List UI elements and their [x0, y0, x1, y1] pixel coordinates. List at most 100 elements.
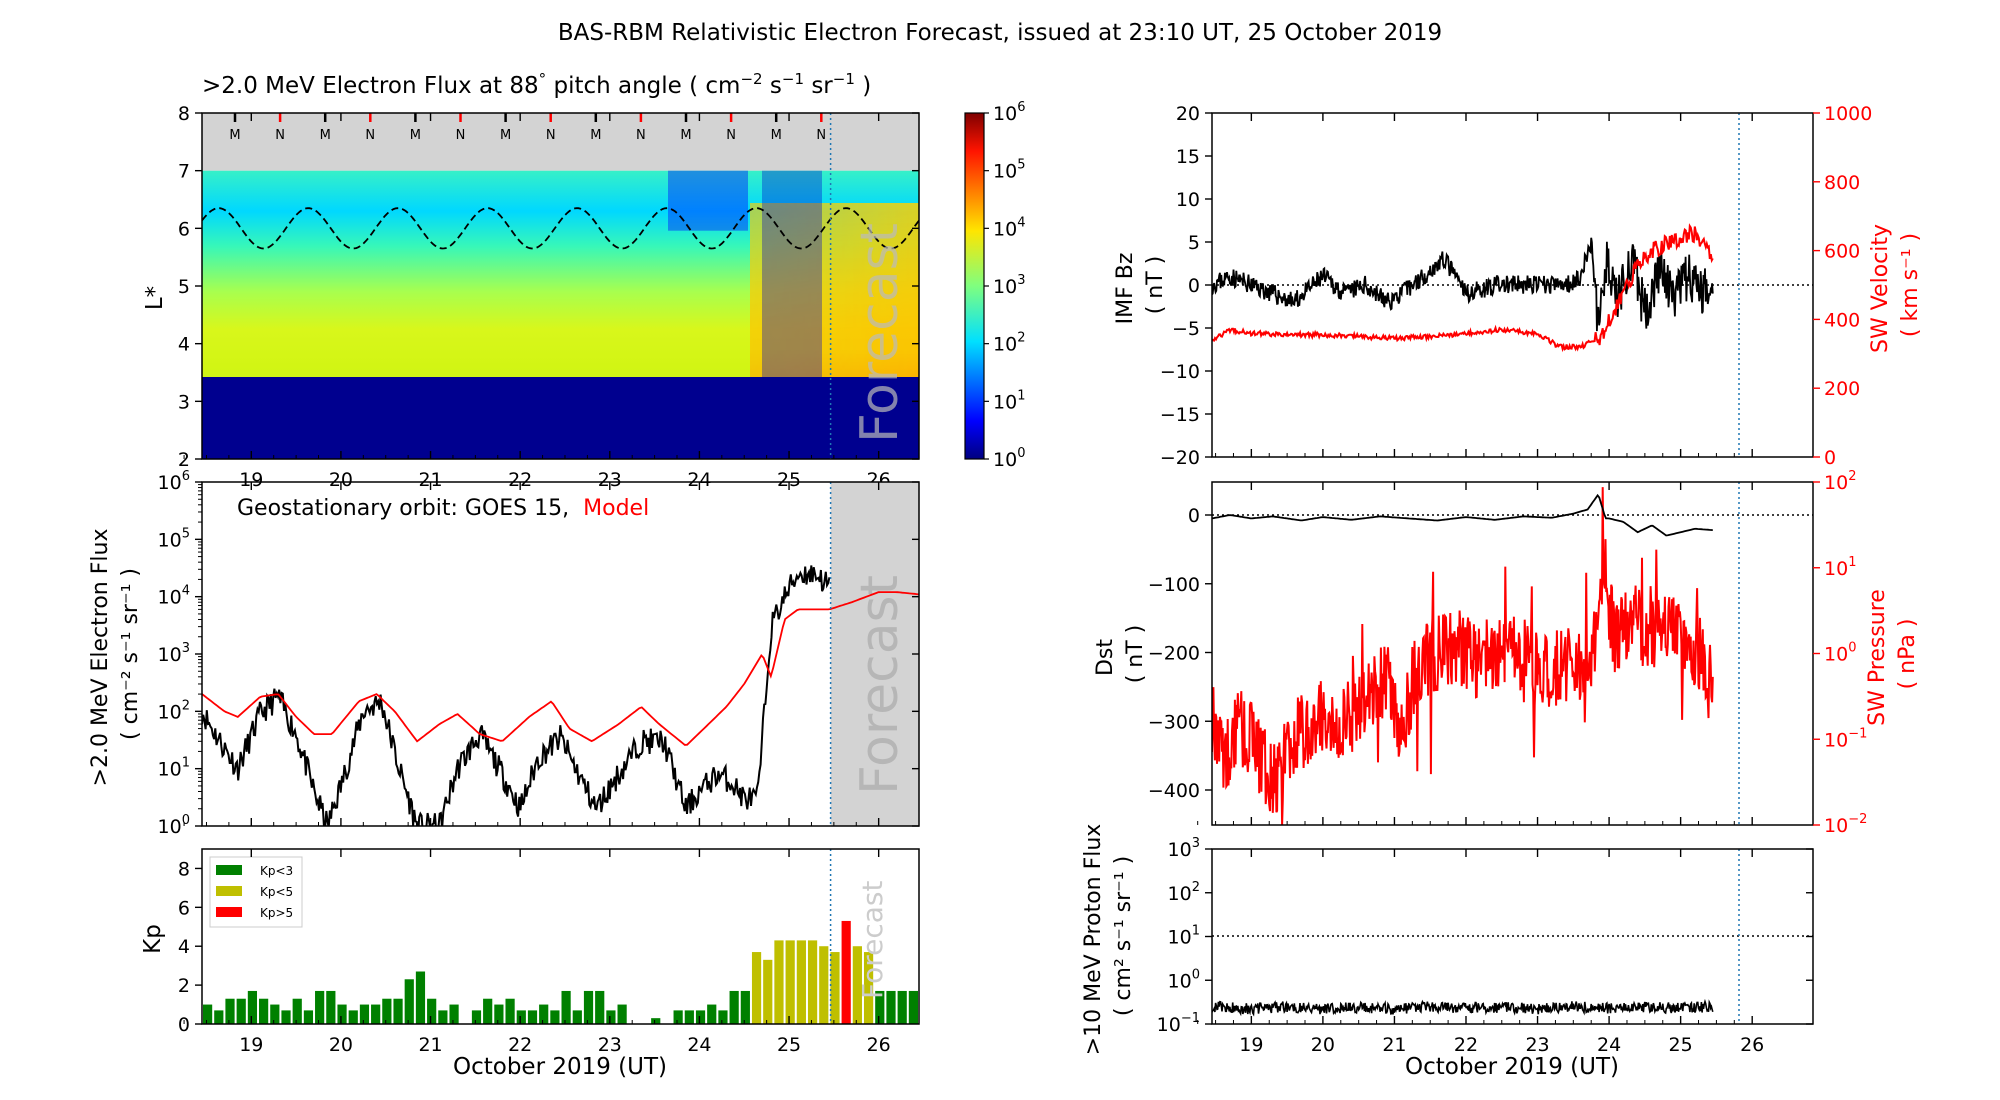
imf-ylabel-1: IMF Bz: [1113, 253, 1138, 325]
y-tick-label: 20: [1176, 103, 1200, 125]
y-tick-label: −20: [1160, 447, 1200, 469]
orbit-label: N: [816, 128, 826, 143]
y-tick-label: 3: [178, 391, 190, 413]
kp-bar: [203, 1004, 213, 1024]
colorbar-gradient: [964, 112, 985, 460]
flux-map-y-ticks: 2 3 4 5 6 7 8: [178, 103, 919, 471]
y-tick-label: −100: [1148, 574, 1200, 596]
dst-ylabel-1: Dst: [1093, 639, 1118, 676]
proton-ylabel-2: ( cm² s⁻¹ sr⁻¹ ): [1111, 856, 1136, 1016]
y-tick-label-right: 10−1: [1824, 726, 1867, 751]
dst-line: [1212, 493, 1713, 537]
x-tick-label: 20: [1311, 1034, 1335, 1056]
y-tick-label-right: 102: [1824, 469, 1856, 494]
no-data-region: [202, 113, 919, 171]
y-tick-label: 104: [158, 584, 190, 609]
kp-bar: [415, 971, 426, 1024]
x-tick-label: 20: [329, 1034, 353, 1056]
geo-flux-panel: Forecast Geostationary orbit: GOES 15, Mo…: [88, 469, 920, 838]
kp-bar: [438, 1010, 448, 1024]
kp-bar: [908, 990, 918, 1024]
left-x-axis-label: October 2019 (UT): [453, 1054, 667, 1080]
imf-y-ticks: 20 15 10 5 0 −5 −10 −15 −20: [1160, 103, 1212, 469]
y-tick-label: 102: [1168, 880, 1200, 905]
imf-panel: 20 15 10 5 0 −5 −10 −15 −20 1000 800 600 400 200 0 IM…: [1113, 103, 1923, 469]
proton-x-ticks: 19 20 21 22 23 24 25 26: [1197, 849, 1764, 1056]
kp-bar: [303, 1010, 314, 1024]
kp-bar: [684, 1010, 694, 1024]
y-tick-label: 6: [178, 218, 190, 240]
kp-bar: [247, 990, 258, 1024]
x-tick-label: 26: [1740, 1034, 1764, 1056]
flux-map-ylabel: L*: [142, 286, 168, 310]
orbit-label: M: [410, 128, 421, 143]
x-tick-label: 25: [777, 469, 801, 491]
orbit-label: M: [320, 128, 331, 143]
y-tick-label: −10: [1160, 361, 1200, 383]
kp-bar: [763, 959, 773, 1024]
kp-bar: [371, 1004, 381, 1024]
forecast-watermark-geo: Forecast: [850, 575, 910, 795]
y-tick-label: 102: [158, 698, 190, 723]
kp-bar: [326, 990, 336, 1024]
kp-y-ticks: 0 2 4 6 8: [178, 858, 202, 1036]
kp-bar: [841, 920, 851, 1024]
right-x-axis-label: October 2019 (UT): [1405, 1054, 1619, 1080]
kp-bar: [729, 990, 739, 1024]
kp-bar: [673, 1010, 683, 1024]
x-tick-label: 21: [418, 469, 442, 491]
orbit-label: N: [636, 128, 646, 143]
imf-x-ticks: [1197, 113, 1753, 457]
y-tick-label: 6: [178, 897, 190, 919]
geo-legend: Geostationary orbit: GOES 15, Model: [237, 496, 649, 521]
geo-flux-ylabel-1: >2.0 MeV Electron Flux: [88, 529, 113, 787]
sw-pressure-y-ticks: 102 101 100 10−1 10−2: [1813, 469, 1867, 837]
proton-flux-line: [1212, 998, 1714, 1017]
dst-ylabel-2: ( nT ): [1123, 625, 1148, 684]
sw-pressure-ylabel: SW Pressure ( nPa ): [1865, 582, 1920, 726]
kp-bar: [527, 1010, 538, 1024]
kp-ylabel: Kp: [140, 924, 166, 954]
kp-bar: [863, 952, 874, 1024]
kp-bar: [359, 1004, 370, 1024]
y-tick-label: 10: [1176, 189, 1200, 211]
kp-bar: [214, 1010, 224, 1024]
y-tick-label-right: 0: [1824, 447, 1836, 469]
kp-bar: [449, 1004, 459, 1024]
colorbar-tick-label: 100: [993, 446, 1025, 471]
colorbar-ticks: 100 101 102 103 104 105 106: [984, 100, 1025, 471]
kp-bar: [550, 1010, 560, 1024]
kp-bar: [774, 940, 784, 1024]
kp-bar: [617, 1004, 627, 1024]
kp-bar: [954, 991, 963, 1024]
kp-bar: [785, 940, 795, 1024]
geo-legend-model: Model: [583, 496, 649, 521]
kp-bar: [382, 998, 392, 1024]
x-tick-label: 26: [867, 1034, 891, 1056]
kp-bar: [393, 998, 403, 1024]
inner-zone-region: [202, 377, 919, 459]
colorbar-tick-label: 101: [993, 388, 1025, 413]
kp-legend-high: Kp>5: [260, 906, 293, 920]
y-tick-label: 4: [178, 334, 190, 356]
geo-flux-y-ticks: 100 101 102 103 104 105 106: [158, 469, 919, 838]
kp-bar: [348, 1010, 358, 1024]
geo-flux-x-ticks: [183, 482, 880, 826]
kp-bar: [561, 990, 571, 1024]
kp-bar: [539, 1004, 549, 1024]
kp-bar: [427, 998, 437, 1024]
y-tick-label: 103: [158, 641, 190, 666]
x-tick-label: 23: [1525, 1034, 1549, 1056]
kp-legend-swatch-high: [216, 907, 242, 917]
kp-legend-swatch-mid: [216, 886, 242, 896]
flux-map-panel: >2.0 MeV Electron Flux at 88° pitch angl…: [142, 70, 920, 491]
y-tick-label-right: 800: [1824, 172, 1860, 194]
proton-panel: 103 102 101 100 10−1 19 20 21 22 23 24 25 26 >10 Me…: [1081, 824, 1814, 1080]
kp-bar: [807, 940, 818, 1024]
y-tick-label-right: 101: [1824, 555, 1856, 580]
y-tick-label: −300: [1148, 711, 1200, 733]
colorbar-tick-label: 103: [993, 273, 1025, 298]
kp-bar: [651, 1018, 661, 1024]
kp-bar: [740, 990, 750, 1024]
